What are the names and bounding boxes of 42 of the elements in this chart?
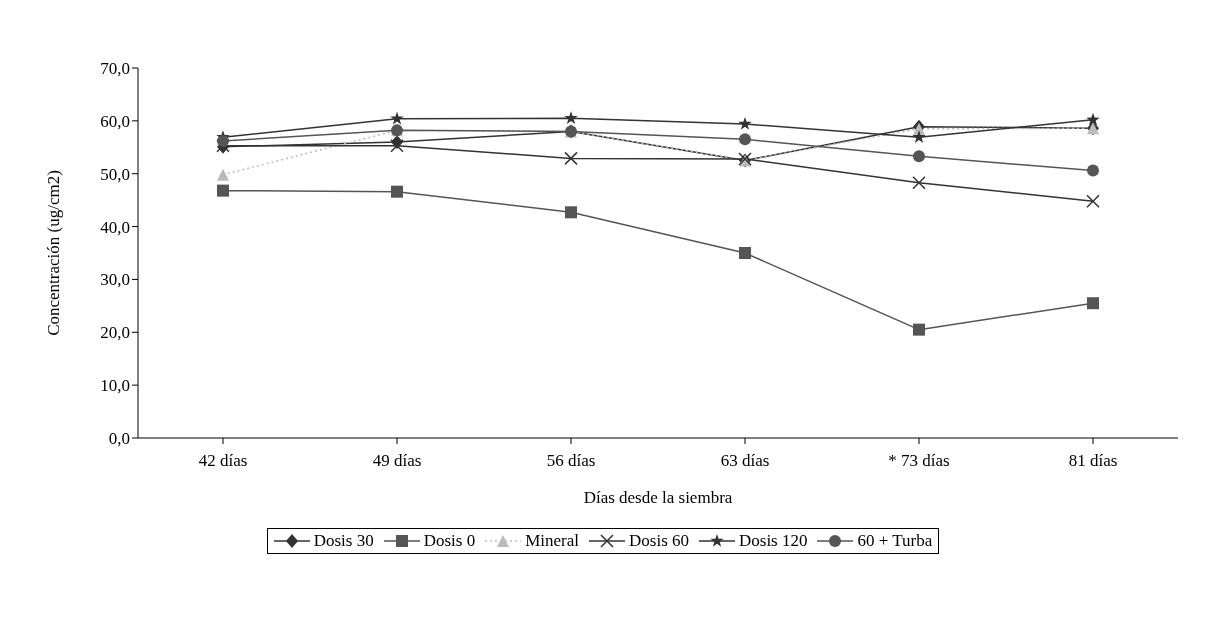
y-tick-label: 30,0	[100, 270, 130, 290]
y-tick-label: 20,0	[100, 323, 130, 343]
x-tick-label: 81 días	[1068, 451, 1118, 471]
point	[217, 134, 229, 147]
y-tick-label: 0,0	[108, 429, 130, 449]
point	[1086, 194, 1100, 208]
y-tick-label: 70,0	[100, 59, 130, 79]
point	[564, 151, 578, 166]
y-axis-title: Concentración (ug/cm2)	[44, 170, 64, 336]
legend-label: Mineral	[525, 531, 580, 551]
x-tick-label: 42 días	[198, 451, 248, 471]
point	[217, 168, 229, 181]
legend-label: Dosis 0	[423, 531, 476, 551]
point	[1087, 297, 1099, 310]
point	[1086, 112, 1100, 126]
y-tick-label: 40,0	[100, 217, 130, 237]
y-tick-label: 60,0	[100, 111, 130, 131]
x-tick-label: 63 días	[720, 451, 770, 471]
point	[912, 130, 926, 143]
point	[913, 323, 925, 336]
point	[739, 133, 751, 146]
point	[390, 138, 404, 153]
point	[913, 150, 925, 163]
point	[1087, 164, 1099, 177]
legend-label: Dosis 120	[739, 531, 808, 551]
x-tick-label: * 73 días	[888, 451, 950, 471]
x-axis-title: Días desde la siembra	[583, 488, 733, 507]
point	[564, 111, 578, 124]
point	[390, 111, 404, 125]
legend-label: Dosis 60	[629, 531, 689, 551]
x-tick-label: 49 días	[372, 451, 422, 471]
point	[217, 184, 229, 197]
x-tick-label: 56 días	[546, 451, 596, 471]
y-tick-label: 50,0	[100, 164, 130, 184]
point	[391, 185, 403, 198]
point	[565, 206, 577, 219]
y-tick-label: 10,0	[100, 376, 130, 396]
point	[739, 247, 751, 259]
point	[738, 117, 752, 130]
legend-label: 60 + Turba	[857, 531, 933, 551]
point	[912, 175, 926, 190]
legend-label: Dosis 30	[313, 531, 374, 551]
